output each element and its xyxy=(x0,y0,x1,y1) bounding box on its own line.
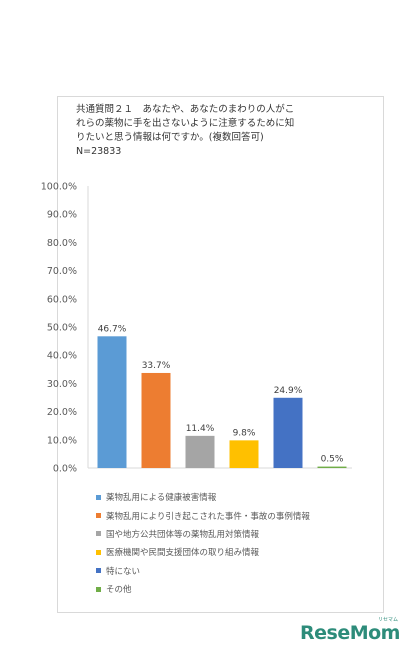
legend-entry: 薬物乱用による健康被害情報 xyxy=(96,488,310,506)
y-tick-label: 70.0% xyxy=(47,266,77,277)
chart-legend: 薬物乱用による健康被害情報薬物乱用により引き起こされた事件・事故の事例情報 国や地… xyxy=(96,488,310,598)
sample-size: N=23833 xyxy=(76,146,122,157)
legend-label: 薬物乱用による健康被害情報 xyxy=(106,493,217,504)
legend-entry: 医療機関や民間支援団体の取り組み情報 xyxy=(96,543,310,561)
bar xyxy=(141,372,171,468)
bar-data-label: 33.7% xyxy=(142,361,171,371)
legend-swatch xyxy=(96,494,101,500)
resemom-logo: ReseMom リセマム xyxy=(300,617,400,644)
y-tick-label: 80.0% xyxy=(47,238,77,249)
legend-swatch xyxy=(96,531,101,537)
y-tick-label: 50.0% xyxy=(47,323,77,334)
legend-swatch xyxy=(96,586,101,592)
bar xyxy=(185,435,215,468)
bar-data-label: 24.9% xyxy=(274,386,303,396)
y-tick-label: 90.0% xyxy=(47,210,77,221)
bar xyxy=(97,336,127,468)
bar xyxy=(229,440,259,468)
legend-entry: その他 xyxy=(96,580,310,598)
y-tick-label: 10.0% xyxy=(47,435,77,446)
legend-entry: 特にない xyxy=(96,562,310,580)
legend-entry: 国や地方公共団体等の薬物乱用対策情報 xyxy=(96,525,310,543)
title-line-2: れらの薬物に手を出さないように注意するために知 xyxy=(76,118,295,129)
y-tick-label: 100.0% xyxy=(41,182,77,193)
legend-swatch xyxy=(96,513,101,519)
title-line-1: 共通質問２１ あなたや、あなたのまわりの人がこ xyxy=(76,104,295,115)
legend-swatch xyxy=(96,568,101,574)
chart-title: 共通質問２１ あなたや、あなたのまわりの人がこ れらの薬物に手を出さないように注… xyxy=(76,103,376,159)
y-tick-label: 60.0% xyxy=(47,294,77,305)
bar xyxy=(317,466,347,468)
bar-data-label: 11.4% xyxy=(186,424,215,434)
legend-label: 薬物乱用により引き起こされた事件・事故の事例情報 xyxy=(106,511,310,522)
legend-entry: 薬物乱用により引き起こされた事件・事故の事例情報 xyxy=(96,506,310,524)
bar-data-label: 9.8% xyxy=(233,428,256,438)
legend-label: 特にない xyxy=(106,566,141,577)
bar xyxy=(273,397,303,468)
legend-swatch xyxy=(96,549,101,555)
bar-data-label: 46.7% xyxy=(98,324,127,334)
bar-data-label: 0.5% xyxy=(321,455,344,465)
legend-label: 医療機関や民間支援団体の取り組み情報 xyxy=(106,548,260,559)
y-tick-label: 30.0% xyxy=(47,379,77,390)
y-tick-label: 40.0% xyxy=(47,351,77,362)
y-tick-label: 0.0% xyxy=(53,464,77,475)
legend-label: 国や地方公共団体等の薬物乱用対策情報 xyxy=(106,529,260,540)
title-line-3: りたいと思う情報は何ですか。(複数回答可) xyxy=(76,132,264,143)
y-tick-label: 20.0% xyxy=(47,407,77,418)
legend-label: その他 xyxy=(106,585,132,596)
